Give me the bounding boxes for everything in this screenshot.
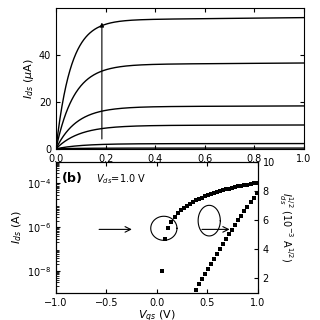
X-axis label: $V_{ds}$ (V): $V_{ds}$ (V) (161, 165, 199, 179)
X-axis label: $V_{gs}$ (V): $V_{gs}$ (V) (138, 309, 176, 320)
Y-axis label: $I_{ds}$ (A): $I_{ds}$ (A) (11, 211, 24, 244)
Text: $V_{ds}$=1.0 V: $V_{ds}$=1.0 V (96, 172, 147, 186)
Text: $\mathbf{(b)}$: $\mathbf{(b)}$ (61, 170, 83, 185)
Y-axis label: $I_{ds}$ ($\mu$A): $I_{ds}$ ($\mu$A) (22, 58, 36, 99)
Y-axis label: $I_{ds}^{1/2}$ ($10^{-3}$ A$^{1/2}$): $I_{ds}^{1/2}$ ($10^{-3}$ A$^{1/2}$) (277, 192, 294, 262)
